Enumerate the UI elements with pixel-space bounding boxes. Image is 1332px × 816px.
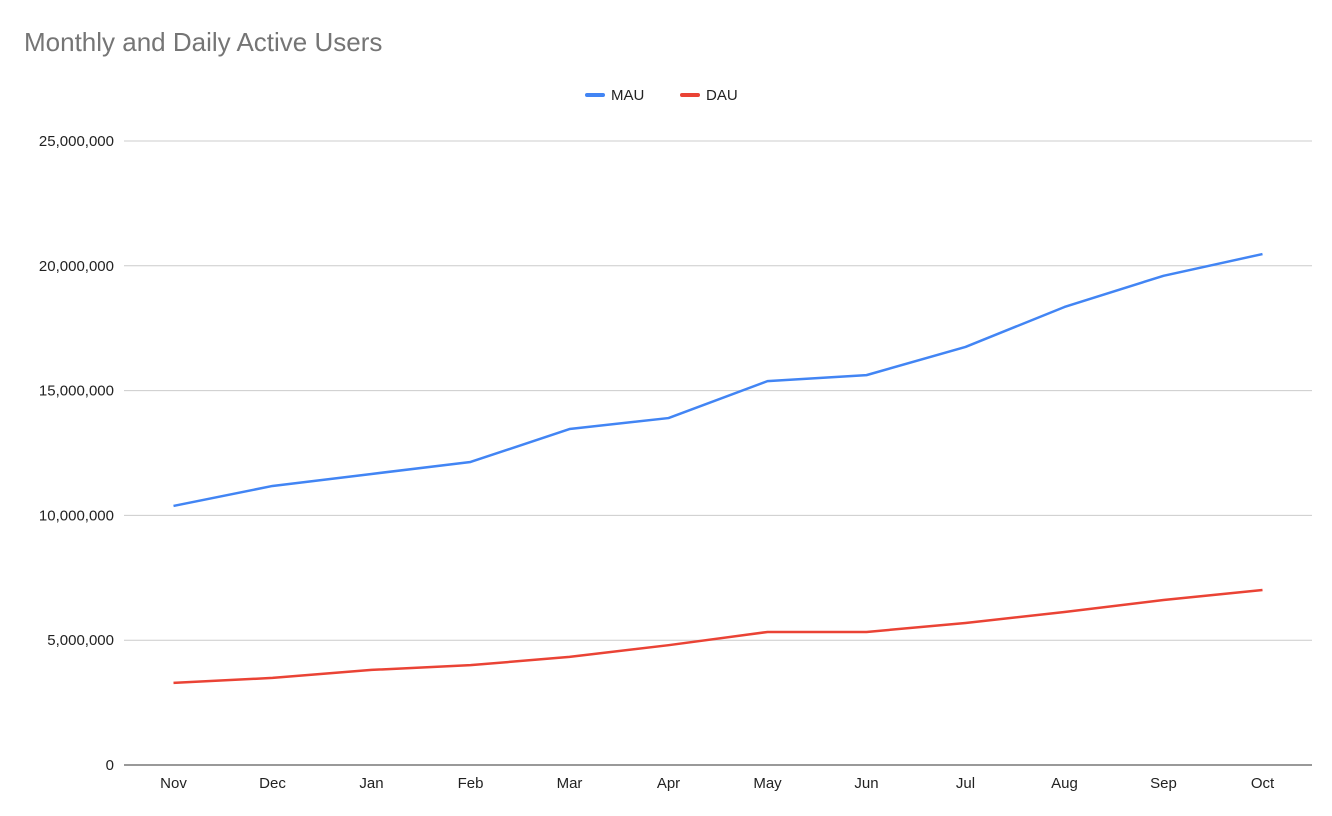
gridlines <box>124 140 1312 766</box>
y-axis: 0 5,000,000 10,000,000 15,000,000 20,000,000… <box>39 133 114 774</box>
series-line-dau <box>173 588 1263 685</box>
x-tick-label: Jul <box>956 775 975 792</box>
series-line-mau <box>173 252 1263 508</box>
y-tick-label: 20,000,000 <box>39 258 114 275</box>
x-tick-label: Sep <box>1150 775 1177 792</box>
x-tick-label: Apr <box>657 775 680 792</box>
legend-label: DAU <box>706 87 738 104</box>
x-tick-label: Jan <box>359 775 383 792</box>
series-lines <box>173 252 1263 685</box>
x-tick-label: Dec <box>259 775 286 792</box>
x-tick-label: Mar <box>557 775 583 792</box>
legend-label: MAU <box>611 87 644 104</box>
x-tick-label: Aug <box>1051 775 1078 792</box>
y-tick-label: 0 <box>106 757 114 774</box>
x-tick-label: Jun <box>854 775 878 792</box>
x-tick-label: Feb <box>458 775 484 792</box>
y-tick-label: 15,000,000 <box>39 383 114 400</box>
x-tick-label: Oct <box>1251 775 1275 792</box>
y-tick-label: 10,000,000 <box>39 507 114 524</box>
x-tick-label: Nov <box>160 775 187 792</box>
y-tick-label: 25,000,000 <box>39 133 114 150</box>
x-tick-label: May <box>753 775 782 792</box>
x-axis: Nov Dec Jan Feb Mar Apr May Jun Jul Aug Sep Oct <box>160 775 1275 792</box>
chart-title: Monthly and Daily Active Users <box>24 27 382 57</box>
y-tick-label: 5,000,000 <box>47 632 114 649</box>
legend: MAU DAU <box>585 87 738 104</box>
